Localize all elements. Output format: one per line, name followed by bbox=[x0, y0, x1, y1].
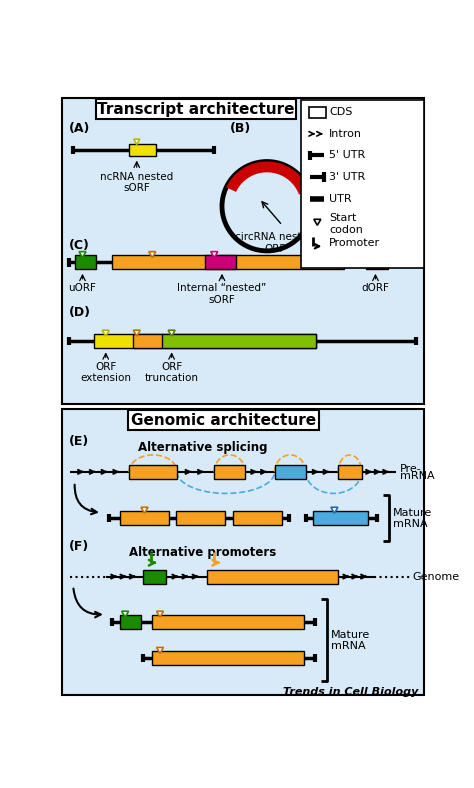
Polygon shape bbox=[122, 611, 128, 617]
Bar bbox=[129, 465, 177, 479]
Text: 3' UTR: 3' UTR bbox=[329, 172, 365, 182]
Bar bbox=[94, 334, 162, 348]
Bar bbox=[63, 98, 423, 404]
Bar bbox=[129, 144, 156, 156]
Text: ORF
truncation: ORF truncation bbox=[145, 362, 199, 383]
Text: Transcript architecture: Transcript architecture bbox=[97, 102, 294, 117]
Text: (C): (C) bbox=[69, 240, 90, 252]
Bar bbox=[301, 100, 423, 268]
Polygon shape bbox=[314, 219, 321, 225]
Bar bbox=[75, 255, 96, 269]
Text: Internal “nested”
sORF: Internal “nested” sORF bbox=[177, 283, 266, 305]
Text: Mature: Mature bbox=[392, 508, 432, 519]
Bar bbox=[366, 255, 388, 269]
Bar bbox=[175, 511, 225, 525]
Polygon shape bbox=[226, 162, 309, 195]
Bar bbox=[162, 334, 316, 348]
Bar bbox=[338, 465, 362, 479]
Text: (F): (F) bbox=[69, 540, 89, 552]
Text: uORF: uORF bbox=[69, 283, 96, 293]
Bar bbox=[133, 334, 316, 348]
Bar bbox=[309, 107, 326, 117]
Text: Intron: Intron bbox=[329, 128, 362, 139]
Polygon shape bbox=[331, 507, 338, 513]
Bar bbox=[120, 511, 169, 525]
Bar bbox=[143, 570, 166, 583]
Text: Pre-: Pre- bbox=[400, 464, 422, 474]
Polygon shape bbox=[133, 330, 140, 336]
Polygon shape bbox=[168, 330, 175, 336]
FancyBboxPatch shape bbox=[128, 411, 319, 430]
Polygon shape bbox=[370, 251, 377, 258]
Bar bbox=[152, 615, 304, 629]
Bar bbox=[63, 409, 423, 695]
Text: mRNA: mRNA bbox=[330, 641, 365, 651]
Text: Genome: Genome bbox=[413, 571, 460, 582]
Text: 5' UTR: 5' UTR bbox=[329, 151, 365, 161]
Polygon shape bbox=[134, 139, 140, 144]
Bar bbox=[152, 651, 304, 665]
Polygon shape bbox=[211, 251, 218, 258]
Text: dORF: dORF bbox=[362, 283, 389, 293]
Bar bbox=[233, 511, 283, 525]
Polygon shape bbox=[102, 330, 109, 336]
Text: Promoter: Promoter bbox=[329, 238, 380, 248]
Polygon shape bbox=[156, 648, 164, 653]
Bar bbox=[275, 465, 306, 479]
Text: ncRNA nested
sORF: ncRNA nested sORF bbox=[100, 172, 173, 193]
Text: mRNA: mRNA bbox=[392, 519, 427, 530]
Bar bbox=[120, 615, 141, 629]
Text: (E): (E) bbox=[69, 435, 89, 448]
Polygon shape bbox=[79, 251, 86, 258]
FancyBboxPatch shape bbox=[96, 99, 296, 119]
Text: Mature: Mature bbox=[330, 630, 370, 641]
Text: Trends in Cell Biology: Trends in Cell Biology bbox=[283, 686, 419, 697]
Text: Start
codon: Start codon bbox=[329, 213, 363, 235]
Text: (B): (B) bbox=[230, 122, 251, 136]
Bar bbox=[205, 255, 236, 269]
Bar bbox=[207, 570, 338, 583]
Text: mRNA: mRNA bbox=[400, 471, 435, 481]
Text: UTR: UTR bbox=[329, 194, 352, 203]
Text: CDS: CDS bbox=[329, 107, 352, 117]
Text: Alternative splicing: Alternative splicing bbox=[138, 441, 267, 454]
Polygon shape bbox=[156, 611, 164, 617]
Polygon shape bbox=[141, 507, 148, 513]
Bar bbox=[313, 511, 368, 525]
Bar bbox=[112, 255, 345, 269]
Text: Genomic architecture: Genomic architecture bbox=[131, 413, 316, 428]
Polygon shape bbox=[149, 251, 156, 258]
Text: (D): (D) bbox=[69, 307, 91, 319]
Text: circRNA nested
ORF: circRNA nested ORF bbox=[235, 232, 314, 254]
Bar bbox=[214, 465, 245, 479]
Text: Alternative promoters: Alternative promoters bbox=[129, 546, 276, 559]
Text: (A): (A) bbox=[69, 122, 90, 136]
Text: ORF
extension: ORF extension bbox=[80, 362, 131, 383]
